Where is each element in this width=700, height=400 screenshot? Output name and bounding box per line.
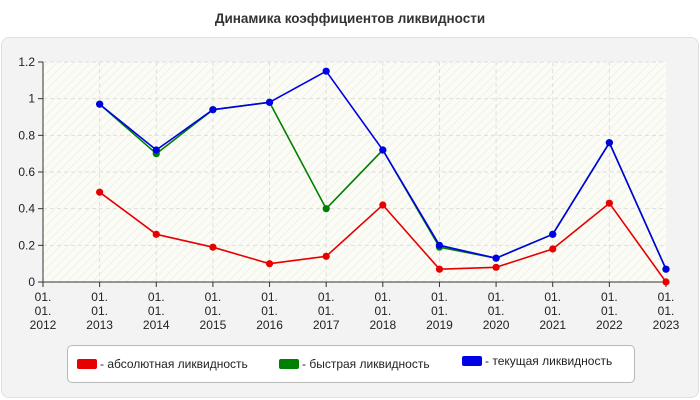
x-tick-label: 01. 01. 2019 xyxy=(426,290,453,332)
x-tick-label-line: 01. xyxy=(658,290,675,304)
x-tick-label-line: 2012 xyxy=(30,318,57,332)
legend: - абсолютная ликвидность - быстрая ликви… xyxy=(67,345,635,383)
data-point-absolute xyxy=(96,188,104,196)
data-point-current xyxy=(96,100,104,108)
x-tick-label-line: 01. xyxy=(374,304,391,318)
x-tick-label-line: 01. xyxy=(205,290,222,304)
data-point-current xyxy=(209,106,217,114)
data-point-absolute xyxy=(209,243,217,251)
x-tick-label-line: 2017 xyxy=(313,318,340,332)
x-tick-label: 01. 01. 2022 xyxy=(596,290,623,332)
x-tick-label-line: 01. xyxy=(431,304,448,318)
x-tick-label-line: 01. xyxy=(431,290,448,304)
x-tick-label-line: 2019 xyxy=(426,318,453,332)
x-tick-label-line: 2013 xyxy=(86,318,113,332)
x-tick-label-line: 01. xyxy=(148,290,165,304)
data-point-absolute xyxy=(662,278,670,286)
data-point-absolute xyxy=(379,201,387,209)
x-tick-label-line: 01. xyxy=(91,290,108,304)
y-tick-label: 0.4 xyxy=(18,202,35,216)
x-tick-label-line: 01. xyxy=(488,304,505,318)
legend-label-current: - текущая ликвидность xyxy=(485,354,613,368)
data-point-current xyxy=(605,139,613,147)
data-point-current xyxy=(322,67,330,75)
y-tick-label: 1 xyxy=(28,92,35,106)
x-tick-label-line: 01. xyxy=(544,290,561,304)
x-tick-label-line: 2020 xyxy=(483,318,510,332)
chart-title: Динамика коэффициентов ликвидности xyxy=(214,11,486,26)
legend-swatch-current xyxy=(462,356,482,366)
data-point-absolute xyxy=(492,263,500,271)
legend-swatch-absolute xyxy=(77,359,97,369)
x-tick-label-line: 01. xyxy=(261,304,278,318)
data-point-absolute xyxy=(435,265,444,273)
y-tick-label: 1.2 xyxy=(18,55,35,69)
x-tick-label: 01. 01. 2023 xyxy=(653,290,680,332)
legend-item-quick[interactable]: - быстрая ликвидность xyxy=(279,346,430,382)
x-tick-label-line: 01. xyxy=(601,304,618,318)
series-layer xyxy=(96,67,670,286)
x-tick-label: 01. 01. 2017 xyxy=(313,290,340,332)
x-tick-label: 01. 01. 2015 xyxy=(200,290,227,332)
x-tick-label: 01. 01. 2020 xyxy=(483,290,510,332)
x-tick-label-line: 2023 xyxy=(653,318,680,332)
legend-item-current[interactable]: - текущая ликвидность xyxy=(462,343,612,379)
x-tick-label-line: 01. xyxy=(544,304,561,318)
x-tick-label: 01. 01. 2021 xyxy=(539,290,566,332)
data-point-current xyxy=(265,98,274,106)
x-tick-label: 01. 01. 2014 xyxy=(143,290,170,332)
x-tick-label-line: 2014 xyxy=(143,318,170,332)
x-tick-label-line: 01. xyxy=(318,304,335,318)
data-point-current xyxy=(662,265,670,273)
x-tick-label-line: 01. xyxy=(91,304,108,318)
data-point-absolute xyxy=(265,260,274,268)
x-tick-label: 01. 01. 2018 xyxy=(369,290,396,332)
x-tick-label-line: 2015 xyxy=(200,318,227,332)
data-point-current xyxy=(435,241,444,249)
x-tick-label-line: 01. xyxy=(35,290,52,304)
data-point-current xyxy=(379,146,387,154)
x-tick-label-line: 01. xyxy=(488,290,505,304)
data-point-absolute xyxy=(322,252,330,260)
data-point-absolute xyxy=(152,230,160,238)
x-tick-label-line: 01. xyxy=(35,304,52,318)
legend-swatch-quick xyxy=(279,359,299,369)
x-tick-label-line: 2016 xyxy=(256,318,283,332)
data-point-absolute xyxy=(549,245,557,253)
y-tick-label: 0.2 xyxy=(18,238,35,252)
legend-item-absolute[interactable]: - абсолютная ликвидность xyxy=(77,346,248,382)
data-point-current xyxy=(549,230,557,238)
x-tick-label-line: 01. xyxy=(261,290,278,304)
y-tick-label: 0.8 xyxy=(18,128,35,142)
x-tick-label-line: 2021 xyxy=(539,318,566,332)
x-tick-label-line: 01. xyxy=(601,290,618,304)
x-tick-label-line: 01. xyxy=(148,304,165,318)
y-tick-label: 0 xyxy=(28,275,35,289)
x-tick-label: 01. 01. 2013 xyxy=(86,290,113,332)
data-point-absolute xyxy=(605,199,613,207)
x-tick-label: 01. 01. 2016 xyxy=(256,290,283,332)
x-tick-label-line: 01. xyxy=(658,304,675,318)
data-point-current xyxy=(492,254,500,262)
x-tick-label-line: 01. xyxy=(318,290,335,304)
x-tick-label-line: 01. xyxy=(374,290,391,304)
y-tick-label: 0.6 xyxy=(18,165,35,179)
x-tick-label-line: 2022 xyxy=(596,318,623,332)
x-tick-label-line: 2018 xyxy=(369,318,396,332)
x-tick-label-line: 01. xyxy=(205,304,222,318)
legend-label-quick: - быстрая ликвидность xyxy=(302,357,430,371)
x-tick-label: 01. 01. 2012 xyxy=(30,290,57,332)
legend-label-absolute: - абсолютная ликвидность xyxy=(100,357,248,371)
data-point-quick xyxy=(322,205,330,213)
data-point-current xyxy=(152,146,160,154)
